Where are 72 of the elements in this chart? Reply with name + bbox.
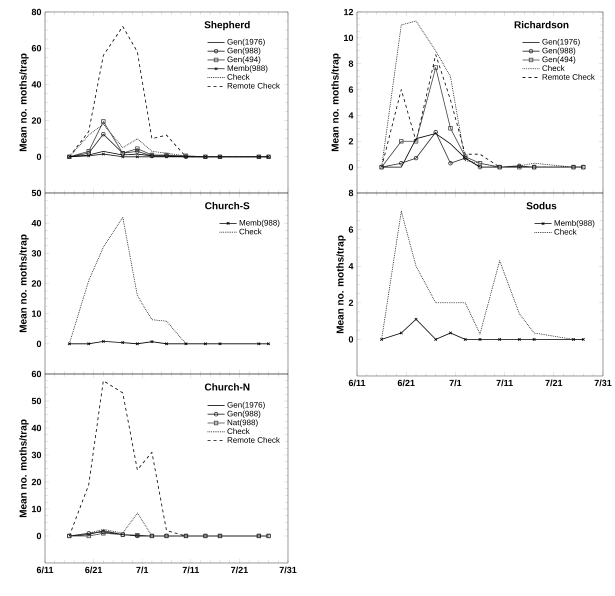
y-tick-label: 12 [344,8,354,16]
x-tick-label: 7/21 [231,566,248,574]
y-tick-label: 80 [32,8,42,16]
y-axis-title: Mean no. moths/trap [19,234,29,332]
legend-label: Check [227,428,250,434]
legend-title: Church-N [204,383,250,391]
legend-label: Memb(988) [228,65,268,73]
y-tick-label: 8 [348,60,354,67]
y-tick-label: 40 [32,81,42,88]
legend-label: Gen(1976) [542,38,580,46]
legend-label: Memb(988) [554,220,594,228]
x-tick-label: 7/11 [182,566,200,574]
y-axis-title: Mean no. moths/trap [19,54,29,152]
y-tick-label: 4 [348,112,354,119]
y-tick-label: 0 [348,336,354,343]
legend-label: Remote Check [542,74,595,80]
x-tick-label: 6/11 [36,566,54,574]
y-tick-label: 30 [32,452,42,458]
legend-label: Check [239,228,262,234]
y-tick-label: 40 [32,424,42,432]
y-tick-label: 20 [32,280,42,287]
legend-title: Sodus [526,202,556,210]
y-tick-label: 4 [348,263,354,270]
y-tick-label: 2 [348,300,354,306]
y-tick-label: 50 [32,398,42,404]
legend-label: Gen(1976) [227,402,265,410]
y-tick-label: 6 [348,226,354,233]
x-tick-label: 6/21 [398,380,415,386]
y-tick-label: 30 [32,250,42,257]
y-tick-label: 10 [32,310,42,317]
y-tick-label: 40 [32,220,42,226]
y-tick-label: 0 [36,532,42,540]
legend-label: Check [542,65,565,71]
legend-label: Check [227,74,250,80]
y-tick-label: 0 [36,154,42,160]
legend-label: Remote Check [228,82,280,89]
y-axis-title: Mean no. moths/trap [19,420,29,518]
x-tick-label: 7/21 [545,380,562,386]
y-tick-label: 0 [36,340,42,348]
y-tick-label: 10 [32,506,42,512]
y-tick-label: 6 [348,86,354,93]
x-tick-label: 7/31 [594,380,612,386]
legend-label: Check [554,228,577,235]
y-tick-label: 2 [348,138,354,144]
y-tick-label: 0 [348,164,354,170]
legend-label: Remote Check [228,436,280,443]
x-tick-label: 6/11 [348,380,366,386]
legend-title: Richardson [514,20,568,28]
y-axis-title: Mean no. moths/trap [336,236,346,334]
y-tick-label: 10 [344,34,354,42]
y-tick-label: 20 [32,117,42,124]
legend-title: Church-S [205,202,250,210]
y-tick-label: 60 [32,45,42,52]
legend-label: Nat(988) [228,419,258,427]
x-tick-label: 7/11 [496,380,513,386]
legend-label: Gen(988) [227,410,260,418]
x-tick-label: 7/1 [450,380,462,386]
y-tick-label: 50 [32,190,42,196]
legend-title: Shepherd [204,20,250,30]
y-axis-title: Mean no. moths/trap [331,54,341,152]
x-tick-label: 7/31 [280,566,297,574]
y-tick-label: 8 [348,190,354,196]
y-tick-label: 20 [32,478,42,486]
y-tick-label: 60 [32,370,42,378]
x-tick-label: 7/1 [136,566,148,574]
x-tick-label: 6/21 [85,566,102,574]
legend-label: Gen(988) [542,48,576,55]
legend-label: Gen(494) [542,56,576,64]
legend-label: Gen(494) [227,56,260,64]
legend-label: Memb(988) [240,220,280,228]
legend-label: Gen(1976) [227,38,265,46]
legend-label: Gen(988) [227,48,260,55]
